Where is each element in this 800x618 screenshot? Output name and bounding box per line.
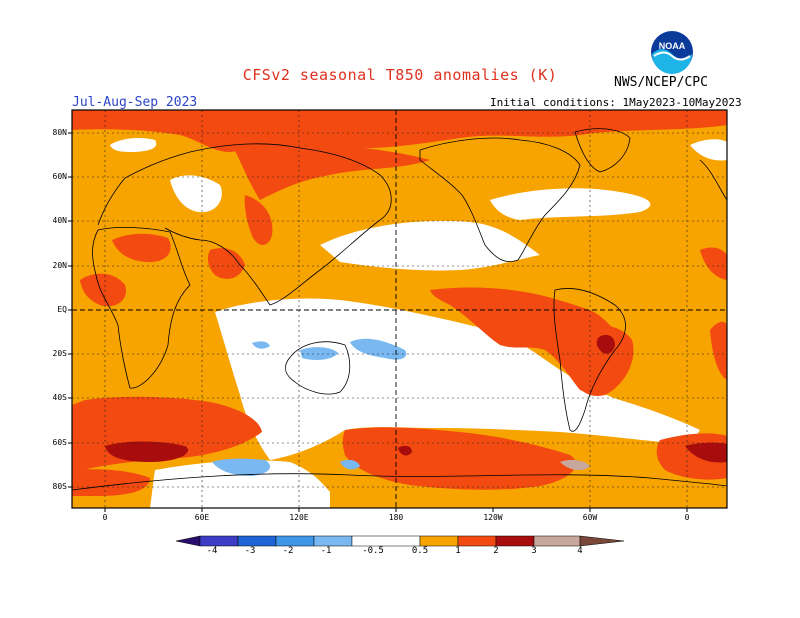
lon-label: 0 bbox=[102, 513, 108, 522]
noaa-logo-icon: NOAA bbox=[651, 31, 693, 74]
colorbar-label: 4 bbox=[577, 546, 583, 556]
colorbar-lt-4 bbox=[175, 535, 201, 547]
anomaly-field bbox=[72, 110, 727, 508]
colorbar-label: -3 bbox=[244, 546, 256, 556]
lon-label: 60E bbox=[194, 513, 210, 522]
colorbar-label: 1 bbox=[455, 546, 461, 556]
colorbar-label: -4 bbox=[206, 546, 218, 556]
cool-region-antarctic bbox=[212, 458, 271, 476]
colorbar-label: 0.5 bbox=[411, 546, 429, 556]
neutral-region-southern-ocean bbox=[150, 460, 330, 508]
lat-label: 20N bbox=[52, 261, 67, 270]
colorbar-label: -2 bbox=[282, 546, 294, 556]
lat-label: 80S bbox=[52, 482, 67, 491]
lat-label: EQ bbox=[57, 305, 67, 314]
lon-label: 60W bbox=[582, 513, 598, 522]
initial-conditions-label: Initial conditions: 1May2023-10May2023 bbox=[490, 96, 742, 109]
lon-label: 120W bbox=[483, 513, 503, 522]
graticule bbox=[72, 110, 727, 508]
agency-label: NWS/NCEP/CPC bbox=[614, 75, 708, 90]
colorbar-gt-4 bbox=[579, 535, 625, 547]
svg-text:NOAA: NOAA bbox=[659, 41, 686, 51]
neutral-region-asia bbox=[170, 175, 222, 213]
lat-label: 20S bbox=[52, 349, 67, 358]
neutral-region-atlantic bbox=[490, 188, 651, 220]
axis-ticks bbox=[68, 132, 688, 512]
lon-label: 120E bbox=[289, 513, 309, 522]
coastlines bbox=[72, 128, 727, 491]
lat-label: 60S bbox=[52, 438, 67, 447]
neutral-region-north-pacific bbox=[320, 220, 540, 271]
lat-label: 60N bbox=[52, 172, 67, 181]
hot-region-indian-ocean bbox=[105, 441, 189, 462]
colorbar-label: -0.5 bbox=[362, 546, 384, 556]
neutral-region-south-pacific bbox=[215, 298, 700, 460]
lat-label: 40N bbox=[52, 216, 67, 225]
equator-dateline bbox=[72, 110, 727, 508]
season-label: Jul-Aug-Sep 2023 bbox=[72, 95, 198, 110]
map-frame bbox=[71, 109, 728, 509]
lat-label: 80N bbox=[52, 128, 67, 137]
cool-region-australia-east bbox=[300, 347, 338, 361]
colorbar-label: -1 bbox=[320, 546, 332, 556]
lon-label: 180 bbox=[388, 513, 404, 522]
colorbar-label: 3 bbox=[531, 546, 537, 556]
map-title: CFSv2 seasonal T850 anomalies (K) bbox=[242, 66, 558, 84]
colorbar bbox=[175, 535, 625, 547]
lon-label: 0 bbox=[684, 513, 690, 522]
colorbar-label: 2 bbox=[493, 546, 499, 556]
lat-label: 40S bbox=[52, 393, 67, 402]
